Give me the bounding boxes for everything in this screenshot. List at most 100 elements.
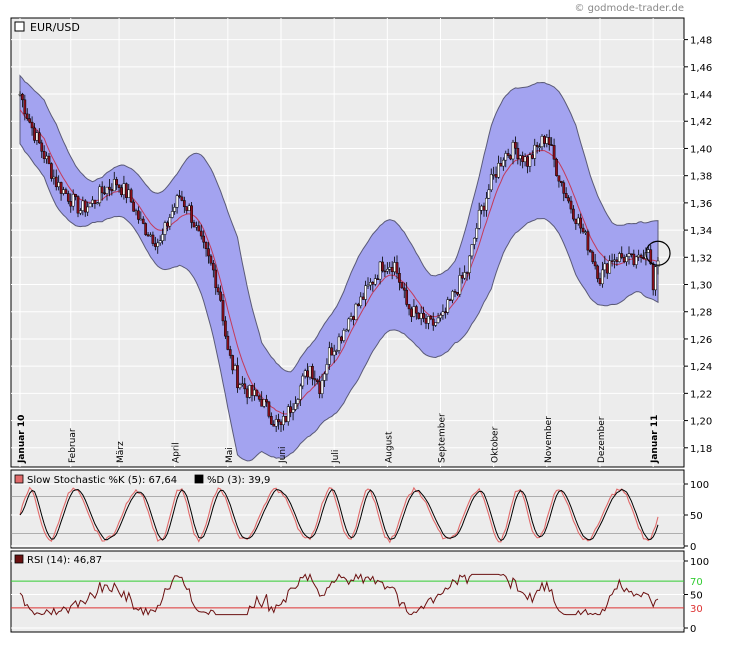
- candle-body: [393, 262, 396, 273]
- candle-body: [402, 287, 406, 291]
- candle-body: [407, 304, 411, 310]
- candle-body: [533, 144, 537, 159]
- candle-body: [209, 255, 213, 264]
- candle-body: [543, 136, 546, 144]
- candle-body: [642, 257, 645, 259]
- candle-body: [489, 174, 493, 191]
- candle-body: [567, 197, 570, 202]
- candle-body: [613, 259, 616, 262]
- candle-body: [262, 399, 266, 407]
- candle-body: [45, 155, 48, 160]
- candle-body: [646, 249, 650, 253]
- candle-body: [453, 291, 457, 293]
- candle-body: [93, 199, 97, 204]
- candle-body: [371, 281, 375, 285]
- candle-body: [161, 234, 164, 241]
- x-tick-label: Januar 10: [17, 415, 27, 464]
- y-tick-label: 1,20: [690, 417, 712, 428]
- candle-body: [185, 206, 189, 211]
- candle-body: [436, 317, 440, 323]
- candle-body: [591, 251, 595, 263]
- candle-body: [441, 311, 445, 316]
- candle-body: [199, 230, 203, 237]
- candle-body: [40, 142, 44, 152]
- candle-body: [337, 336, 341, 351]
- candle-body: [146, 234, 150, 237]
- candle-body: [535, 144, 539, 148]
- candle-body: [639, 254, 643, 258]
- candle-body: [598, 278, 602, 285]
- candle-body: [151, 234, 155, 244]
- candle-body: [303, 370, 307, 377]
- candle-body: [630, 253, 633, 255]
- stoch-d-line: [19, 488, 659, 542]
- y-tick-label: 1,38: [690, 172, 712, 183]
- rsi-plot-area: [10, 550, 685, 633]
- candle-body: [144, 223, 148, 235]
- last-price-marker: [645, 240, 671, 266]
- candle-body: [352, 316, 355, 321]
- candle-body: [81, 200, 85, 211]
- candle-body: [308, 365, 312, 378]
- candle-body: [327, 347, 331, 365]
- candle-body: [216, 287, 220, 293]
- candle-body: [349, 316, 353, 320]
- candle-body: [588, 249, 592, 253]
- y-tick-label: 1,30: [690, 281, 712, 292]
- candle-body: [21, 93, 24, 101]
- rsi-level-label: 30: [690, 604, 703, 615]
- candle-body: [654, 266, 657, 291]
- candle-body: [446, 299, 450, 313]
- candle-body: [124, 183, 128, 198]
- candle-body: [202, 235, 206, 243]
- candle-body: [424, 318, 428, 324]
- y-tick-label: 1,48: [690, 36, 712, 47]
- candle-body: [439, 314, 442, 319]
- candle-body: [651, 263, 655, 291]
- candle-body: [173, 207, 177, 212]
- candle-body: [342, 330, 346, 341]
- rsi-panel: 0 50 100 70 30 RSI (14): 46,87: [10, 550, 709, 635]
- x-tick-label: November: [544, 416, 554, 463]
- x-tick-label: April: [172, 442, 182, 463]
- y-tick-label: 1,36: [690, 199, 712, 210]
- candle-body: [390, 267, 394, 273]
- candle-body: [429, 316, 433, 320]
- candle-body: [286, 406, 290, 422]
- candle-body: [354, 303, 358, 321]
- x-tick-label: Januar 11: [650, 415, 660, 464]
- candle-body: [557, 175, 561, 182]
- candle-body: [170, 211, 174, 218]
- candle-body: [115, 179, 119, 186]
- candle-body: [514, 142, 517, 149]
- candle-body: [603, 263, 607, 271]
- candle-body: [141, 218, 145, 224]
- candle-body: [214, 269, 218, 289]
- candle-body: [332, 350, 336, 356]
- watermark: © godmode-trader.de: [575, 3, 685, 14]
- candle-body: [518, 155, 522, 160]
- y-tick-label: 1,46: [690, 63, 712, 74]
- candle-body: [248, 385, 251, 398]
- candle-body: [282, 415, 285, 426]
- candle-body: [610, 260, 614, 263]
- candle-body: [178, 195, 181, 198]
- candle-body: [211, 262, 215, 271]
- candle-body: [364, 285, 367, 300]
- candle-body: [472, 237, 476, 245]
- candle-body: [511, 142, 515, 160]
- y-tick-label: 50: [690, 591, 703, 602]
- candle-body: [572, 208, 575, 220]
- candle-body: [523, 156, 527, 163]
- candle-body: [30, 121, 34, 129]
- y-tick-label: 1,44: [690, 90, 712, 101]
- candle-body: [323, 373, 326, 381]
- candle-body: [62, 189, 65, 194]
- candle-body: [64, 189, 68, 194]
- candle-body: [134, 210, 138, 212]
- candle-body: [501, 159, 505, 167]
- candle-body: [139, 218, 143, 221]
- candle-body: [417, 312, 421, 319]
- candle-body: [581, 227, 585, 233]
- candle-body: [649, 249, 653, 265]
